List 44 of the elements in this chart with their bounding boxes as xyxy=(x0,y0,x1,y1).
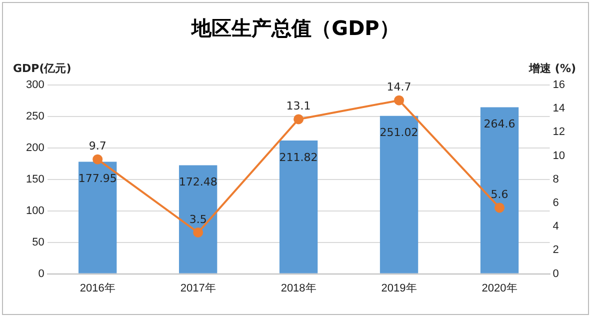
y2-tick-label: 2 xyxy=(552,244,559,256)
point xyxy=(394,95,404,106)
y-tick-label: 100 xyxy=(26,204,44,217)
bar xyxy=(78,162,117,274)
x-tick-label: 2020年 xyxy=(482,282,518,294)
data-label: 9.7 xyxy=(88,140,106,153)
bar xyxy=(178,165,218,274)
y2-tick-label: 10 xyxy=(552,150,566,162)
y-axis-title: GDP(亿元) xyxy=(13,61,72,76)
data-label: 211.82 xyxy=(279,150,318,164)
y-tick-label: 50 xyxy=(32,236,44,248)
point xyxy=(92,154,103,164)
y2-tick-label: 14 xyxy=(552,102,566,115)
chart-title: 地区生产总值（GDP） xyxy=(190,15,400,42)
y2-tick-label: 8 xyxy=(552,173,559,186)
bar xyxy=(279,140,318,274)
y-tick-label: 250 xyxy=(26,110,44,122)
x-tick-label: 2019年 xyxy=(381,282,417,294)
y2-tick-label: 16 xyxy=(552,79,566,92)
y2-axis-title: 增速 (%) xyxy=(529,61,576,76)
y-tick-label: 200 xyxy=(26,142,44,154)
point xyxy=(294,114,304,124)
data-label: 14.7 xyxy=(386,80,412,94)
data-label: 264.6 xyxy=(484,118,516,131)
data-label: 172.48 xyxy=(178,176,218,189)
y2-tick-label: 0 xyxy=(552,268,559,280)
y-tick-label: 150 xyxy=(26,173,44,186)
data-label: 13.1 xyxy=(286,100,311,113)
y2-tick-label: 6 xyxy=(552,197,559,210)
data-label: 5.6 xyxy=(490,188,508,202)
bar xyxy=(380,116,418,274)
bar xyxy=(480,107,519,274)
y2-tick-label: 12 xyxy=(552,126,566,138)
point xyxy=(494,202,505,213)
x-tick-label: 2016年 xyxy=(80,282,116,294)
point xyxy=(193,228,204,238)
data-label: 251.02 xyxy=(380,126,418,140)
x-tick-label: 2018年 xyxy=(280,282,316,294)
y-tick-label: 0 xyxy=(38,268,44,280)
data-label: 3.5 xyxy=(189,212,207,226)
y-tick-label: 300 xyxy=(26,79,44,92)
data-label: 177.95 xyxy=(78,172,117,186)
y2-tick-label: 4 xyxy=(552,220,559,233)
x-tick-label: 2017年 xyxy=(180,282,216,294)
